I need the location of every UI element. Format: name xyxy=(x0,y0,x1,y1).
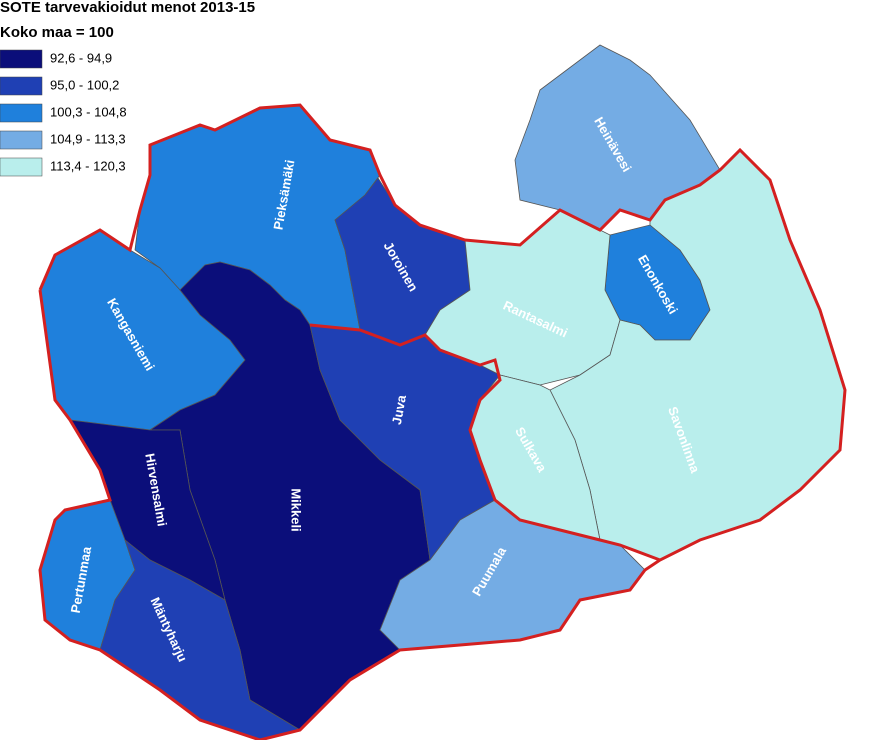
map-title: SOTE tarvevakioidut menot 2013-15 xyxy=(0,0,255,16)
region-label: Juva xyxy=(389,393,409,426)
legend-swatch xyxy=(0,76,43,96)
legend-swatch xyxy=(0,157,43,177)
legend-label: 104,9 - 113,3 xyxy=(50,131,126,146)
area-border xyxy=(38,289,261,740)
legend-label: 92,6 - 94,9 xyxy=(50,50,112,65)
regions: PieksämäkiJoroinenKangasniemiMikkeliHirv… xyxy=(39,44,846,740)
legend-swatch xyxy=(0,130,43,150)
legend-label: 100,3 - 104,8 xyxy=(50,104,127,119)
map-subtitle: Koko maa = 100 xyxy=(0,24,114,41)
legend-label: 113,4 - 120,3 xyxy=(50,158,126,173)
legend-swatch xyxy=(0,103,43,123)
legend-swatch xyxy=(0,49,43,69)
region-label: Mikkeli xyxy=(289,488,304,531)
legend: 92,6 - 94,9 95,0 - 100,2 100,3 - 104,8 104,… xyxy=(0,49,127,177)
area-border xyxy=(309,323,661,562)
area-border xyxy=(38,103,847,740)
legend-label: 95,0 - 100,2 xyxy=(50,77,119,92)
